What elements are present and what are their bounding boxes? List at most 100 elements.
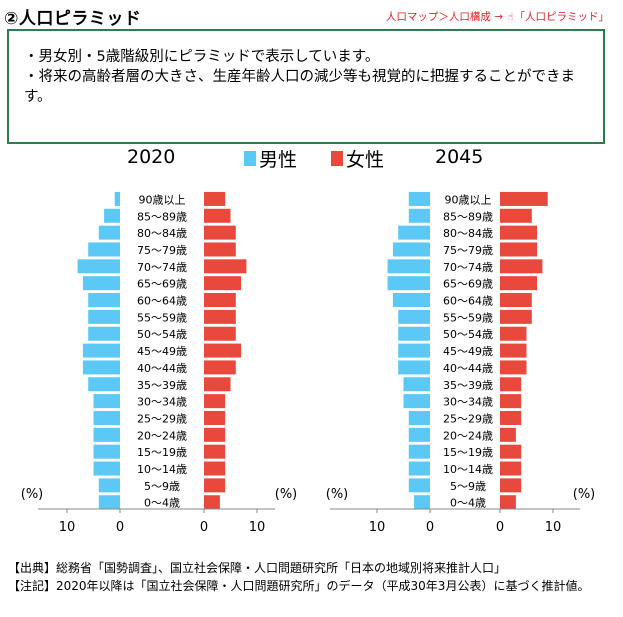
female-bar-2020 — [204, 208, 231, 223]
age-label: 60〜64歳 — [137, 295, 187, 308]
female-bar-2045 — [500, 410, 522, 425]
female-bar-2045 — [500, 478, 522, 493]
male-bar-2045 — [387, 276, 430, 291]
female-bar-2045 — [500, 360, 527, 375]
female-bar-2020 — [204, 478, 226, 493]
female-bar-2020 — [204, 394, 226, 409]
unit-label-right: (%) — [573, 487, 596, 502]
male-bar-2020 — [77, 259, 120, 274]
female-bar-2020 — [204, 427, 226, 442]
footer: 【出典】総務省「国勢調査」、国立社会保障・人口問題研究所「日本の地域別将来推計人… — [8, 559, 608, 595]
age-label: 45〜49歳 — [443, 345, 493, 358]
age-label: 35〜39歳 — [137, 379, 187, 392]
age-label: 75〜79歳 — [137, 244, 187, 257]
male-bar-2045 — [398, 326, 430, 341]
age-label: 15〜19歳 — [137, 446, 187, 459]
x-tick-label-female: 0 — [200, 520, 208, 535]
male-bar-2020 — [93, 394, 120, 409]
female-bar-2045 — [500, 377, 522, 392]
age-label: 65〜69歳 — [443, 278, 493, 291]
x-tick-label-male: 0 — [426, 520, 434, 535]
female-bar-2020 — [204, 360, 236, 375]
unit-label-left: (%) — [21, 487, 44, 502]
female-bar-2045 — [500, 259, 543, 274]
legend-female-label: 女性 — [346, 149, 385, 171]
male-bar-2045 — [408, 208, 430, 223]
male-bar-2045 — [398, 360, 430, 375]
age-label: 25〜29歳 — [137, 412, 187, 425]
female-bar-2020 — [204, 293, 236, 308]
breadcrumb-arrow: → — [494, 11, 504, 23]
female-bar-2020 — [204, 276, 242, 291]
male-bar-2020 — [98, 478, 120, 493]
female-bar-2045 — [500, 394, 522, 409]
female-bar-2020 — [204, 410, 226, 425]
male-bar-2045 — [392, 293, 430, 308]
unit-label-left: (%) — [326, 487, 349, 502]
male-bar-2020 — [88, 377, 120, 392]
info-line-1: ・男女別・5歳階級別にピラミッドで表示しています。 — [24, 49, 380, 65]
age-label: 50〜54歳 — [137, 328, 187, 341]
female-bar-2045 — [500, 461, 522, 476]
age-label: 5〜9歳 — [450, 480, 486, 493]
age-label: 80〜84歳 — [443, 227, 493, 240]
hand-pointer-icon: ☝ — [507, 12, 514, 23]
age-label: 45〜49歳 — [137, 345, 187, 358]
footer-note: 【注記】2020年以降は「国立社会保障・人口問題研究所」のデータ（平成30年3月… — [8, 579, 590, 593]
male-bar-2045 — [398, 343, 430, 358]
male-bar-2020 — [114, 191, 120, 206]
legend-male: 男性 — [244, 145, 297, 172]
male-bar-2020 — [93, 410, 120, 425]
unit-label-right: (%) — [275, 487, 298, 502]
male-bar-2020 — [93, 461, 120, 476]
age-label: 75〜79歳 — [443, 244, 493, 257]
male-bar-2020 — [82, 360, 120, 375]
male-bar-2045 — [408, 461, 430, 476]
age-label: 55〜59歳 — [443, 311, 493, 324]
female-bar-2045 — [500, 444, 522, 459]
female-bar-2045 — [500, 495, 516, 510]
female-bar-2045 — [500, 293, 532, 308]
age-label: 50〜54歳 — [443, 328, 493, 341]
x-tick-label-male: 10 — [369, 520, 386, 535]
legend-female: 女性 — [331, 145, 384, 172]
male-bar-2020 — [88, 242, 120, 257]
female-bar-2045 — [500, 208, 532, 223]
female-bar-2045 — [500, 343, 527, 358]
female-bar-2045 — [500, 427, 516, 442]
male-bar-2020 — [88, 326, 120, 341]
male-bar-2020 — [82, 343, 120, 358]
male-bar-2020 — [88, 309, 120, 324]
age-label: 90歳以上 — [139, 193, 186, 206]
male-bar-2045 — [398, 225, 430, 240]
male-bar-2045 — [408, 478, 430, 493]
age-label: 20〜24歳 — [137, 429, 187, 442]
female-bar-2020 — [204, 309, 236, 324]
chart-title-2020: 2020 — [127, 146, 176, 168]
female-bar-2020 — [204, 444, 226, 459]
female-bar-2020 — [204, 343, 242, 358]
x-tick-label-male: 0 — [116, 520, 124, 535]
age-label: 85〜89歳 — [443, 210, 493, 223]
breadcrumb-target[interactable]: 「人口ピラミッド」 — [514, 11, 610, 23]
x-tick-label-female: 0 — [496, 520, 504, 535]
male-bar-2020 — [82, 276, 120, 291]
female-bar-2045 — [500, 191, 548, 206]
breadcrumb-path[interactable]: 人口マップ＞人口構成 — [385, 11, 491, 23]
male-bar-2045 — [408, 410, 430, 425]
x-tick-label-female: 10 — [249, 520, 266, 535]
page-title: ②人口ピラミッド — [4, 9, 142, 29]
female-bar-2045 — [500, 326, 527, 341]
breadcrumb[interactable]: 人口マップ＞人口構成 → ☝「人口ピラミッド」 — [386, 9, 609, 24]
female-bar-2020 — [204, 495, 220, 510]
x-tick-label-male: 10 — [59, 520, 76, 535]
male-bar-2020 — [93, 427, 120, 442]
legend-male-swatch — [244, 151, 256, 166]
age-label: 55〜59歳 — [137, 311, 187, 324]
female-bar-2020 — [204, 225, 236, 240]
female-bar-2020 — [204, 259, 247, 274]
female-bar-2045 — [500, 225, 538, 240]
male-bar-2020 — [98, 225, 120, 240]
chart-title-2045: 2045 — [435, 146, 484, 168]
